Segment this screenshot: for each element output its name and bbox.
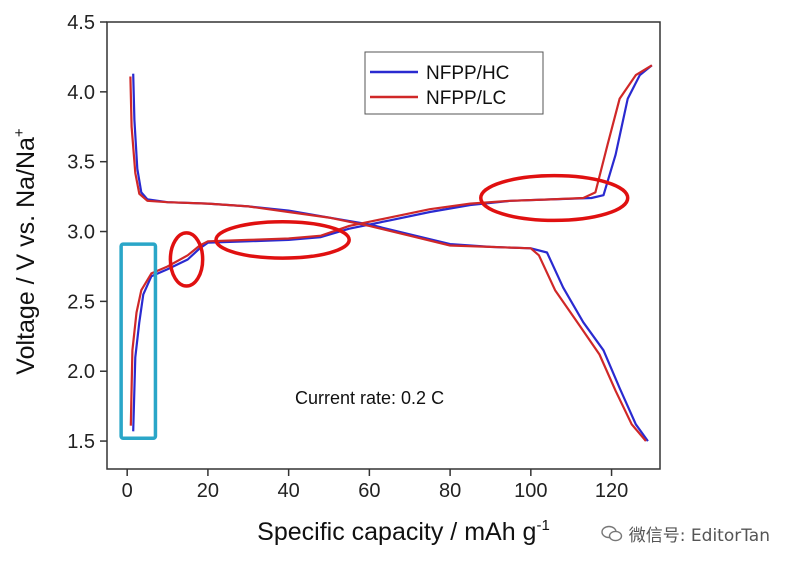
axis-ticks: [100, 21, 613, 476]
x-tick-label: 40: [278, 480, 300, 502]
y-tick-label: 1.5: [67, 431, 95, 453]
highlight-ellipse-1: [168, 231, 205, 288]
y-tick-label: 3.0: [67, 222, 95, 244]
series-line-nfpp-hc-discharge: [132, 73, 649, 442]
series-layer: [129, 64, 653, 442]
series-line-nfpp-lc-charge: [129, 64, 653, 426]
highlight-layer: [119, 173, 630, 441]
series-line-nfpp-hc-charge: [132, 64, 653, 432]
y-tick-label: 4.0: [67, 82, 95, 104]
y-axis-title: Voltage / V vs. Na/Na+: [11, 128, 40, 375]
x-tick-label: 60: [358, 480, 380, 502]
tick-labels: 0 20 40 60 80 100 120 1.5 2.0 2.5 3.0 3.5 4.0 4.5: [67, 12, 628, 502]
highlight-ellipse-3: [479, 173, 630, 223]
wechat-icon: [601, 525, 622, 541]
plot-border: [106, 21, 661, 470]
plot-frame: [106, 21, 661, 470]
series-line-nfpp-lc-discharge: [129, 76, 647, 442]
y-tick-label: 2.0: [67, 361, 95, 383]
x-tick-label: 20: [197, 480, 219, 502]
legend-label-nfpp-lc: NFPP/LC: [426, 88, 506, 109]
highlight-ellipse-2: [214, 220, 351, 260]
x-tick-label: 0: [122, 480, 133, 502]
y-tick-label: 4.5: [67, 12, 95, 34]
x-tick-label: 80: [439, 480, 461, 502]
current-rate-annotation: Current rate: 0.2 C: [295, 388, 444, 408]
x-tick-label: 100: [514, 480, 547, 502]
highlight-box: [119, 242, 158, 441]
legend-box: [364, 51, 544, 115]
x-axis-title: Specific capacity / mAh g-1: [257, 517, 550, 546]
y-tick-label: 3.5: [67, 152, 95, 174]
watermark-text: 微信号: EditorTan: [628, 526, 770, 546]
legend-label-nfpp-hc: NFPP/HC: [426, 63, 509, 84]
watermark: 微信号: EditorTan: [601, 521, 770, 546]
x-tick-label: 120: [595, 480, 628, 502]
legend: NFPP/HC NFPP/LC: [364, 51, 544, 115]
y-tick-label: 2.5: [67, 291, 95, 313]
